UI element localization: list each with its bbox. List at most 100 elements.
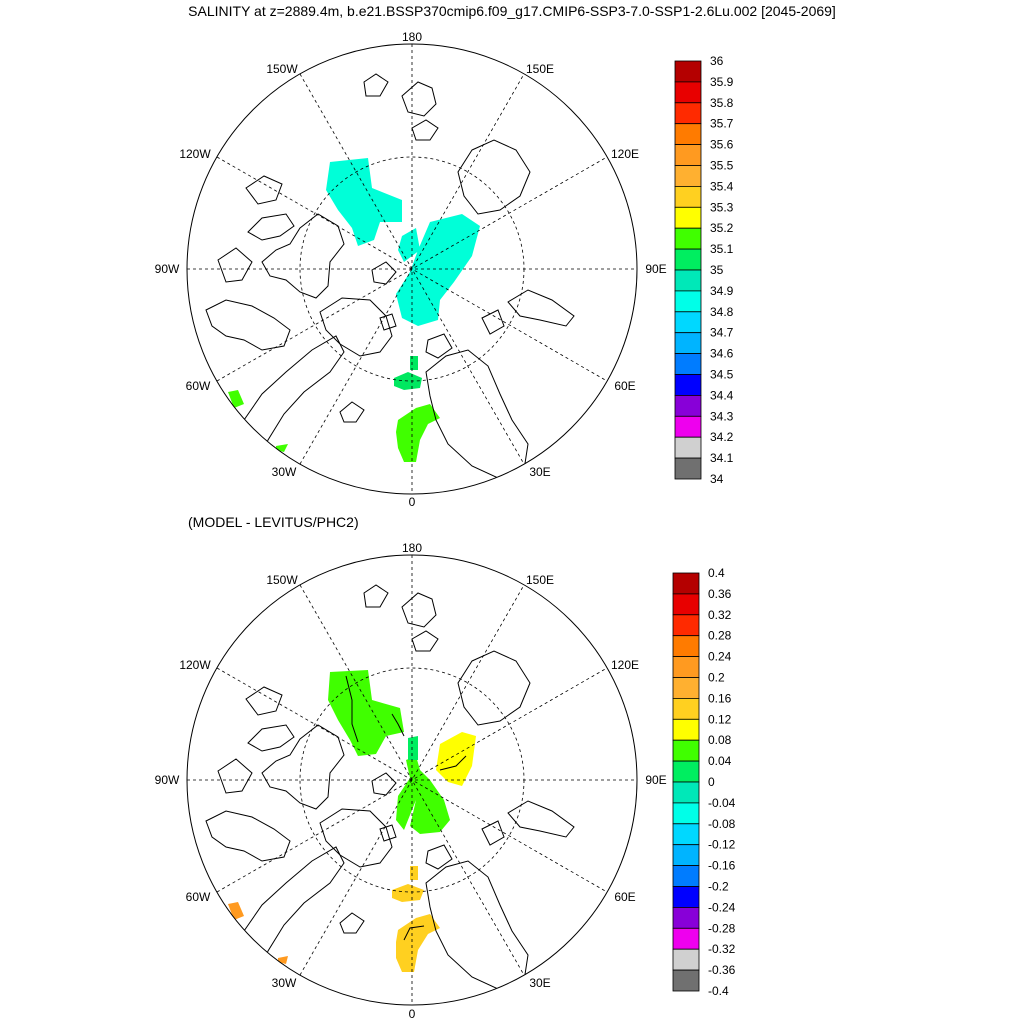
difference-colorbar-tick-label: -0.36 xyxy=(708,963,736,977)
salinity-colorbar-tick-label: 34.5 xyxy=(710,368,734,382)
difference-colorbar-swatch xyxy=(672,677,700,699)
lon-label: 30W xyxy=(272,976,297,990)
difference-colorbar-tick-label: 0.24 xyxy=(708,650,732,664)
salinity-colorbar-tick-label: 34.9 xyxy=(710,284,734,298)
salinity-colorbar-swatch xyxy=(674,248,702,271)
difference-colorbar-swatch xyxy=(672,907,700,929)
salinity-colorbar-tick-label: 35.7 xyxy=(710,117,734,131)
lon-label: 120W xyxy=(179,147,211,161)
difference-colorbar: 0.4 0.36 0.32 0.28 0.24 0.2 0.16 0.12 0.08 0.04 0 -… xyxy=(672,566,736,998)
difference-polar-map: 180 150E 120E 90E 60E 30E 0 30W 60W 90W … xyxy=(155,541,667,1021)
difference-colorbar-swatch xyxy=(672,802,700,825)
salinity-colorbar-tick-label: 35.9 xyxy=(710,75,734,89)
lon-label: 60W xyxy=(186,379,211,393)
salinity-colorbar-tick-label: 34.8 xyxy=(710,305,734,319)
lon-label: 180 xyxy=(402,30,422,44)
lon-label: 30E xyxy=(529,465,550,479)
difference-colorbar-tick-label: -0.24 xyxy=(708,900,736,914)
salinity-colorbar-tick-label: 34.7 xyxy=(710,326,734,340)
salinity-colorbar-tick-label: 35 xyxy=(710,263,724,277)
lon-label: 60E xyxy=(614,890,635,904)
difference-colorbar-tick-label: -0.16 xyxy=(708,859,736,873)
salinity-colorbar-swatch xyxy=(674,332,702,355)
salinity-patch xyxy=(410,356,418,370)
lon-label: 120E xyxy=(611,658,639,672)
lon-label: 180 xyxy=(402,541,422,555)
difference-colorbar-swatch xyxy=(672,844,700,867)
salinity-colorbar-tick-label: 36 xyxy=(710,54,724,68)
salinity-colorbar-swatch xyxy=(674,353,702,375)
difference-colorbar-swatch xyxy=(672,781,700,804)
difference-colorbar-swatch xyxy=(672,593,700,616)
salinity-colorbar-tick-label: 35.8 xyxy=(710,96,734,110)
difference-colorbar-tick-label: 0.04 xyxy=(708,754,732,768)
salinity-patch xyxy=(396,404,440,462)
salinity-patch xyxy=(398,228,420,262)
difference-colorbar-tick-label: 0.2 xyxy=(708,671,725,685)
salinity-colorbar-swatch xyxy=(674,60,702,83)
salinity-colorbar-swatch xyxy=(674,394,702,417)
salinity-colorbar-swatch xyxy=(674,165,702,187)
difference-subtitle: (MODEL - LEVITUS/PHC2) xyxy=(188,514,359,530)
salinity-colorbar-swatch xyxy=(674,144,702,166)
difference-patch xyxy=(396,756,450,834)
difference-colorbar-tick-label: 0.4 xyxy=(708,566,725,580)
difference-colorbar-swatch xyxy=(672,656,700,678)
lon-label: 120E xyxy=(611,147,639,161)
salinity-patch xyxy=(394,372,422,390)
salinity-colorbar-swatch xyxy=(674,457,702,480)
lon-label: 0 xyxy=(409,495,416,509)
salinity-colorbar-swatch xyxy=(674,436,702,459)
salinity-colorbar-tick-label: 35.4 xyxy=(710,179,734,193)
salinity-patch xyxy=(326,158,402,246)
difference-colorbar-swatch xyxy=(672,927,700,950)
salinity-colorbar-swatch xyxy=(674,374,702,396)
difference-colorbar-swatch xyxy=(672,865,700,887)
lon-label: 90W xyxy=(155,262,180,276)
difference-patch xyxy=(228,902,244,920)
difference-colorbar-tick-label: -0.12 xyxy=(708,838,736,852)
salinity-colorbar-tick-label: 35.2 xyxy=(710,221,734,235)
difference-colorbar-swatch xyxy=(672,635,700,658)
salinity-patch xyxy=(228,390,288,452)
difference-colorbar-swatch xyxy=(672,823,700,846)
salinity-colorbar: 36 35.9 35.8 35.7 35.6 35.5 35.4 35.3 35.2 35.1 35… xyxy=(674,54,734,486)
difference-colorbar-swatch xyxy=(672,969,700,992)
salinity-colorbar-swatch xyxy=(674,415,702,438)
salinity-colorbar-tick-label: 35.1 xyxy=(710,242,734,256)
salinity-colorbar-swatch xyxy=(674,227,702,250)
difference-patch xyxy=(328,670,404,756)
salinity-colorbar-swatch xyxy=(674,206,702,229)
salinity-colorbar-tick-label: 34.6 xyxy=(710,347,734,361)
salinity-colorbar-tick-label: 35.3 xyxy=(710,200,734,214)
coastlines xyxy=(205,73,575,479)
difference-colorbar-tick-label: 0.08 xyxy=(708,733,732,747)
salinity-colorbar-tick-label: 34.4 xyxy=(710,388,734,402)
difference-patch xyxy=(436,732,476,786)
lon-label: 150W xyxy=(266,573,298,587)
difference-colorbar-tick-label: 0.36 xyxy=(708,587,732,601)
salinity-colorbar-swatch xyxy=(674,290,702,313)
difference-colorbar-tick-label: 0.16 xyxy=(708,691,732,705)
difference-colorbar-swatch xyxy=(672,948,700,971)
difference-patch xyxy=(392,866,424,902)
lon-label: 120W xyxy=(179,658,211,672)
graticule xyxy=(187,555,637,1005)
difference-patch xyxy=(278,956,288,964)
lon-label: 0 xyxy=(409,1007,416,1021)
salinity-patch xyxy=(396,214,480,326)
salinity-colorbar-swatch xyxy=(674,123,702,145)
salinity-colorbar-tick-label: 35.5 xyxy=(710,159,734,173)
difference-colorbar-tick-label: 0 xyxy=(708,775,715,789)
difference-colorbar-swatch xyxy=(672,886,700,908)
salinity-colorbar-tick-label: 34.1 xyxy=(710,451,734,465)
difference-colorbar-tick-label: -0.2 xyxy=(708,880,729,894)
salinity-colorbar-tick-label: 35.6 xyxy=(710,138,734,152)
difference-colorbar-swatch xyxy=(672,760,700,783)
difference-colorbar-swatch xyxy=(672,572,700,595)
lon-label: 90E xyxy=(645,773,666,787)
graticule xyxy=(187,44,637,494)
difference-colorbar-swatch xyxy=(672,718,700,741)
lon-label: 90E xyxy=(645,262,666,276)
